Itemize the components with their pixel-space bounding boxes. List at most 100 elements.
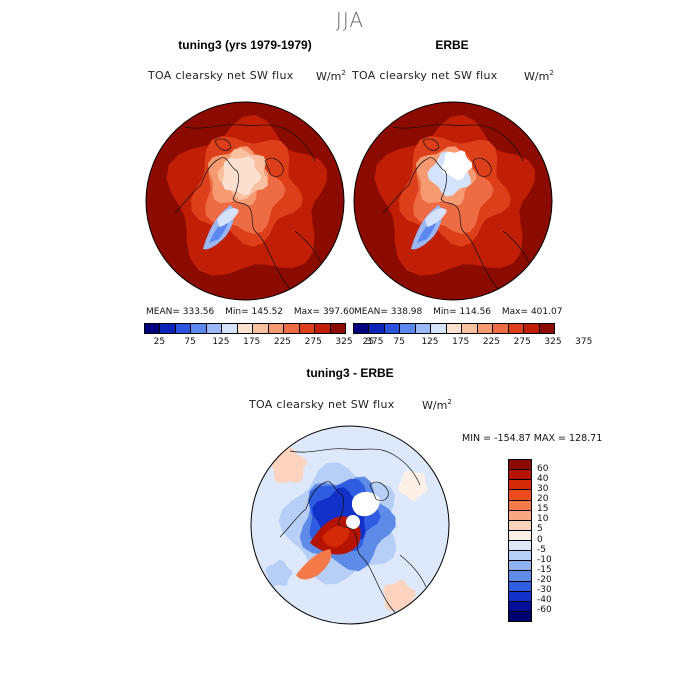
colorbar-swatch: [222, 324, 238, 333]
panel-2-stats: MEAN= 338.98 Min= 114.56 Max= 401.07: [354, 307, 562, 317]
colorbar-tick-label: -30: [537, 584, 552, 595]
colorbar-swatch: [509, 490, 531, 501]
colorbar-swatch: [509, 551, 531, 562]
panel-2-colorbar: [353, 323, 555, 334]
season-title: JJA: [335, 8, 365, 32]
max-label: Max=: [293, 307, 321, 317]
panel-2-colorbar-ticks: 25 75 125 175 225 275 325 375: [353, 337, 593, 349]
panel-2-title: ERBE: [435, 38, 469, 52]
colorbar-swatch: [509, 591, 531, 602]
field-layer: [251, 426, 449, 624]
colorbar-tick-label: 25: [362, 337, 375, 347]
panel-1-stats: MEAN= 333.56 Min= 145.52 Max= 397.60: [146, 307, 354, 317]
colorbar-swatch: [431, 324, 447, 333]
colorbar-swatch: [191, 324, 207, 333]
coastlines: [279, 448, 427, 618]
mean-label: MEAN=: [146, 307, 180, 317]
panel-1-units: W/m2: [316, 69, 346, 83]
panel-1-title: tuning3 (yrs 1979-1979): [178, 38, 312, 52]
colorbar-swatch: [477, 324, 494, 333]
field-layer: [354, 102, 552, 300]
colorbar-tick-label: 375: [366, 337, 384, 347]
min-label: Min=: [225, 307, 249, 317]
panel-3-colorbar-ticks: 60 40 30 20 15 10 5 0 -5 -10 -15 -20 -30 -40 -60: [537, 459, 577, 620]
colorbar-swatch: [509, 571, 531, 582]
panel-3-title: tuning3 - ERBE: [306, 366, 394, 380]
colorbar-tick-label: 275: [304, 337, 322, 347]
panel-3-polar-map: [250, 425, 450, 625]
colorbar-tick-label: -60: [537, 604, 552, 615]
mean-label: MEAN=: [354, 307, 388, 317]
colorbar-swatch: [175, 324, 192, 333]
colorbar-tick-label: 15: [537, 504, 549, 515]
colorbar-swatch: [509, 480, 531, 491]
colorbar-swatch: [509, 561, 531, 572]
colorbar-tick-label: 60: [537, 464, 549, 475]
colorbar-swatch: [509, 470, 531, 481]
mean-value: 333.56: [182, 307, 215, 317]
colorbar-swatch: [509, 530, 531, 541]
field-layer: [146, 102, 344, 300]
colorbar-swatch: [284, 324, 300, 333]
panel-3-units: W/m2: [422, 398, 452, 412]
colorbar-swatch: [268, 324, 285, 333]
min-value: 114.56: [459, 307, 492, 317]
colorbar-tick-label: -40: [537, 594, 552, 605]
colorbar-swatch: [384, 324, 401, 333]
colorbar-swatch: [509, 500, 531, 511]
colorbar-swatch: [315, 324, 331, 333]
colorbar-swatch: [446, 324, 463, 333]
colorbar-tick-label: 5: [537, 524, 543, 535]
colorbar-swatch: [493, 324, 509, 333]
colorbar-tick-label: -20: [537, 574, 552, 585]
panel-2-field-label: TOA clearsky net SW flux: [352, 69, 498, 82]
panel-1-colorbar: [144, 323, 346, 334]
colorbar-swatch: [206, 324, 223, 333]
colorbar-swatch: [509, 460, 531, 471]
colorbar-tick-label: 175: [243, 337, 261, 347]
colorbar-swatch: [160, 324, 176, 333]
colorbar-tick-label: 25: [153, 337, 166, 347]
coastlines: [174, 124, 322, 294]
colorbar-swatch: [524, 324, 540, 333]
colorbar-swatch: [354, 324, 370, 333]
colorbar-tick-label: 375: [575, 337, 593, 347]
colorbar-swatch: [509, 601, 531, 612]
colorbar-tick-label: -5: [537, 544, 546, 555]
colorbar-swatch: [400, 324, 416, 333]
colorbar-swatch: [253, 324, 269, 333]
panel-2-units: W/m2: [524, 69, 554, 83]
colorbar-tick-label: 325: [335, 337, 353, 347]
min-value: 145.52: [251, 307, 284, 317]
panel-1-field-label: TOA clearsky net SW flux: [148, 69, 294, 82]
coastlines: [382, 124, 530, 294]
colorbar-swatch: [509, 510, 531, 521]
colorbar-swatch: [145, 324, 161, 333]
colorbar-swatch: [508, 324, 525, 333]
colorbar-tick-label: 225: [273, 337, 292, 347]
colorbar-swatch: [462, 324, 478, 333]
colorbar-tick-label: 325: [544, 337, 562, 347]
panel-1-colorbar-ticks: 25 75 125 175 225 275 325 375: [144, 337, 384, 349]
colorbar-tick-label: 0: [537, 534, 543, 545]
colorbar-swatch: [330, 324, 346, 333]
colorbar-swatch: [539, 324, 555, 333]
colorbar-tick-label: 10: [537, 514, 549, 525]
min-label: Min=: [433, 307, 457, 317]
colorbar-tick-label: 175: [452, 337, 470, 347]
colorbar-tick-label: 40: [537, 474, 549, 485]
colorbar-tick-label: 275: [513, 337, 531, 347]
colorbar-tick-label: 75: [393, 337, 405, 347]
panel-1-polar-map: [145, 101, 345, 301]
colorbar-tick-label: 75: [184, 337, 196, 347]
panel-3-field-label: TOA clearsky net SW flux: [249, 398, 395, 411]
panel-3-minmax: MIN = -154.87 MAX = 128.71: [462, 433, 603, 444]
colorbar-tick-label: 125: [421, 337, 439, 347]
mean-value: 338.98: [390, 307, 423, 317]
colorbar-tick-label: -15: [537, 564, 552, 575]
colorbar-tick-label: 225: [482, 337, 501, 347]
colorbar-swatch: [509, 611, 531, 621]
colorbar-tick-label: 30: [537, 484, 549, 495]
colorbar-swatch: [237, 324, 254, 333]
